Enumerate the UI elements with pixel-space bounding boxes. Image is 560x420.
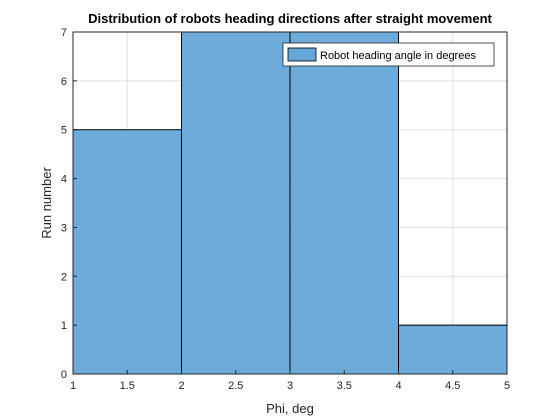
y-tick-label: 6 — [61, 76, 67, 88]
y-tick-label: 0 — [61, 369, 67, 381]
x-tick-label: 1 — [70, 380, 76, 392]
y-tick-label: 1 — [61, 320, 67, 332]
chart-title: Distribution of robots heading direction… — [88, 11, 492, 26]
x-tick-label: 5 — [504, 380, 510, 392]
histogram-bar — [398, 324, 508, 375]
y-tick-label: 7 — [61, 27, 67, 39]
x-tick-label: 2 — [178, 380, 184, 392]
x-tick-label: 4 — [395, 380, 401, 392]
y-axis-ticks: 0 1 2 3 4 5 6 7 — [61, 27, 77, 381]
legend-box — [282, 42, 495, 67]
legend-swatch — [287, 47, 317, 62]
x-tick-label: 3.5 — [337, 380, 352, 392]
x-axis-ticks: 1 1.5 2 2.5 3 3.5 4 4.5 5 — [70, 370, 510, 392]
histogram-bar — [289, 31, 399, 375]
x-tick-label: 3 — [287, 380, 293, 392]
histogram-bar — [181, 31, 291, 375]
x-tick-label: 2.5 — [228, 380, 243, 392]
histogram-bar — [72, 129, 182, 375]
y-axis-label: Run number — [39, 167, 54, 239]
x-tick-label: 1.5 — [120, 380, 135, 392]
y-tick-label: 2 — [61, 271, 67, 283]
y-tick-label: 4 — [61, 174, 67, 186]
legend: Robot heading angle in degrees — [282, 42, 495, 67]
y-tick-label: 3 — [61, 222, 67, 234]
x-tick-label: 4.5 — [445, 380, 460, 392]
x-axis-label: Phi, deg — [266, 401, 314, 416]
histogram-bars — [72, 31, 508, 375]
legend-label: Robot heading angle in degrees — [320, 50, 476, 62]
y-tick-label: 5 — [61, 125, 67, 137]
